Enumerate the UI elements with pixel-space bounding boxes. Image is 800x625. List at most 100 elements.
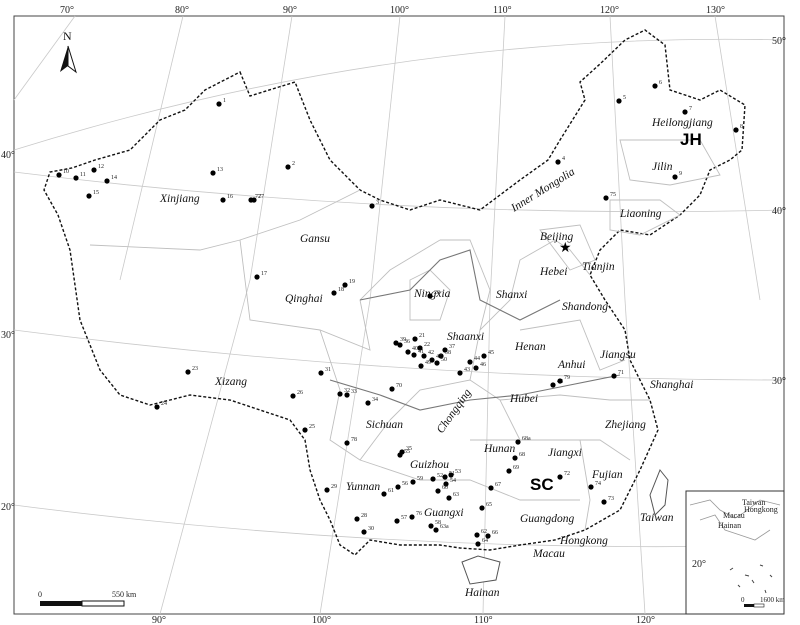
province-label: Sichuan bbox=[366, 419, 403, 431]
site-marker bbox=[652, 83, 658, 89]
national-boundary bbox=[43, 29, 746, 556]
site-label: 21 bbox=[419, 333, 425, 339]
north-arrow: N bbox=[60, 29, 77, 74]
site-label: 64 bbox=[482, 538, 488, 544]
site-label: 68a bbox=[522, 436, 531, 442]
province-label: Hongkong bbox=[559, 535, 608, 547]
site-label: 39 bbox=[400, 337, 406, 343]
site-marker bbox=[429, 357, 435, 363]
site-label: 73 bbox=[608, 496, 614, 502]
site-label: 12 bbox=[98, 164, 104, 170]
site-label: 29 bbox=[331, 484, 337, 490]
site-label: 27 bbox=[258, 194, 264, 200]
site-label: 74 bbox=[595, 481, 601, 487]
site-label: 5 bbox=[623, 95, 626, 101]
region-label-sc: SC bbox=[530, 475, 554, 494]
scale-distance: 550 km bbox=[112, 590, 137, 599]
site-label: 65 bbox=[486, 502, 492, 508]
site-label: 56 bbox=[402, 481, 408, 487]
province-label: Beijing bbox=[540, 231, 573, 243]
site-label: 1 bbox=[223, 98, 226, 104]
lon-label: 90° bbox=[283, 5, 297, 16]
site-label: 28 bbox=[361, 513, 367, 519]
site-marker bbox=[442, 347, 448, 353]
site-marker bbox=[428, 523, 434, 529]
province-label: Anhui bbox=[557, 359, 585, 371]
longitude-labels-top: 70° 80° 90° 100° 110° 120° 130° bbox=[60, 5, 725, 16]
site-marker bbox=[506, 468, 512, 474]
site-label: 26 bbox=[297, 390, 303, 396]
site-label: 47 bbox=[436, 354, 442, 360]
lon-label: 80° bbox=[175, 5, 189, 16]
lat-label: 20° bbox=[1, 502, 15, 513]
site-marker bbox=[603, 195, 609, 201]
site-marker bbox=[56, 172, 62, 178]
site-label: 37 bbox=[449, 344, 455, 350]
province-label: Shaanxi bbox=[447, 331, 484, 343]
site-marker bbox=[555, 159, 561, 165]
province-label: Hainan bbox=[464, 587, 500, 599]
inset-hongkong: Hongkong bbox=[744, 505, 778, 514]
site-marker bbox=[104, 178, 110, 184]
longitude-labels-bottom: 90° 100° 110° 120° bbox=[152, 615, 655, 625]
site-marker bbox=[381, 491, 387, 497]
site-marker bbox=[616, 98, 622, 104]
site-marker bbox=[248, 197, 254, 203]
site-marker bbox=[73, 175, 79, 181]
site-marker bbox=[485, 533, 491, 539]
site-marker bbox=[342, 282, 348, 288]
lon-label: 120° bbox=[636, 615, 655, 625]
site-marker bbox=[446, 495, 452, 501]
province-label: Liaoning bbox=[619, 208, 662, 220]
site-label: 72 bbox=[564, 471, 570, 477]
site-label: 13 bbox=[217, 167, 223, 173]
site-marker bbox=[550, 382, 556, 388]
site-label: 19 bbox=[349, 279, 355, 285]
province-label: Ningxia bbox=[413, 288, 451, 300]
site-label: 38 bbox=[445, 350, 451, 356]
site-label: 22 bbox=[424, 342, 430, 348]
site-label: 42 bbox=[428, 350, 434, 356]
site-marker bbox=[448, 472, 454, 478]
province-label: Macau bbox=[532, 548, 565, 560]
yellow-river bbox=[359, 249, 561, 321]
site-label: 6 bbox=[659, 80, 662, 86]
site-label: 46 bbox=[480, 362, 486, 368]
province-label: Hebei bbox=[539, 266, 567, 278]
site-marker bbox=[430, 476, 436, 482]
site-marker bbox=[290, 393, 296, 399]
site-label: 36 bbox=[404, 339, 410, 345]
site-marker bbox=[318, 370, 324, 376]
site-label: 68 bbox=[519, 452, 525, 458]
site-marker bbox=[361, 529, 367, 535]
site-marker bbox=[427, 293, 433, 299]
lon-label: 110° bbox=[474, 615, 493, 625]
site-label: 14 bbox=[111, 175, 117, 181]
site-marker bbox=[467, 359, 473, 365]
province-label: Hunan bbox=[483, 443, 516, 455]
site-marker bbox=[475, 541, 481, 547]
site-label: 2 bbox=[292, 161, 295, 167]
site-label: 35 bbox=[406, 446, 412, 452]
site-label: 66 bbox=[492, 530, 498, 536]
site-marker bbox=[409, 514, 415, 520]
site-label: 50 bbox=[441, 357, 447, 363]
site-marker bbox=[611, 373, 617, 379]
lon-label: 70° bbox=[60, 5, 74, 16]
site-label: 23 bbox=[192, 366, 198, 372]
site-marker bbox=[488, 485, 494, 491]
lat-label: 30° bbox=[1, 330, 15, 341]
site-label: 24 bbox=[161, 401, 167, 407]
site-label: 15 bbox=[93, 190, 99, 196]
lon-label: 100° bbox=[312, 615, 331, 625]
site-label: 31 bbox=[325, 367, 331, 373]
site-label: 40 bbox=[412, 346, 418, 352]
lon-label: 100° bbox=[390, 5, 409, 16]
site-label: 3 bbox=[376, 200, 379, 206]
province-label: Jilin bbox=[652, 161, 673, 173]
site-label: 52 bbox=[437, 473, 443, 479]
latitude-labels-right: 50° 40° 30° bbox=[772, 36, 786, 387]
site-marker bbox=[397, 452, 403, 458]
province-label: Taiwan bbox=[640, 512, 674, 524]
